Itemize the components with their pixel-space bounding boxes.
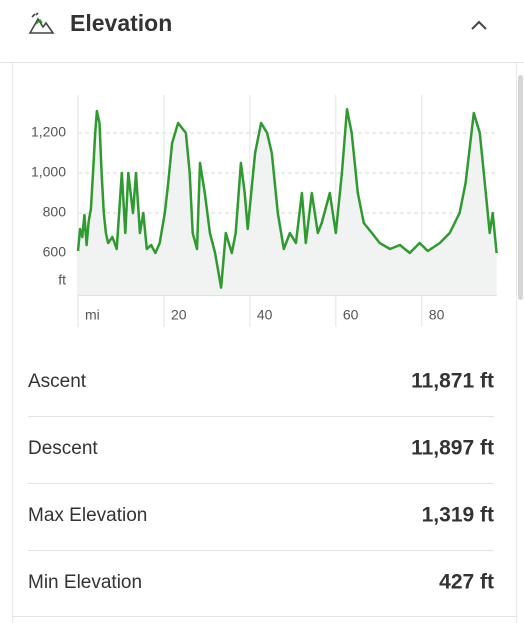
stat-label: Ascent [28,371,87,392]
x-tick-label: 20 [171,307,187,323]
stat-label: Min Elevation [28,572,142,593]
y-axis-label: ft [58,272,66,288]
scrollbar[interactable] [518,75,523,300]
stat-label: Descent [28,438,98,459]
stat-value: 11,871 ft [411,370,494,393]
x-tick-label: 60 [343,307,359,323]
x-tick-label: mi [85,307,100,323]
stat-label: Max Elevation [28,505,147,526]
y-tick-label: 600 [43,244,67,260]
y-tick-label: 800 [43,204,67,220]
y-tick-label: 1,000 [31,164,66,180]
elevation-icon [28,12,55,34]
x-tick-label: 80 [429,307,445,323]
collapse-toggle[interactable] [471,20,487,30]
x-tick-label: 40 [257,307,273,323]
panel-title: Elevation [70,10,172,36]
elevation-line [76,107,498,289]
stat-value: 11,897 ft [411,437,494,460]
y-tick-label: 1,200 [31,124,66,140]
stat-value: 1,319 ft [422,504,494,527]
stat-value: 427 ft [439,571,494,594]
